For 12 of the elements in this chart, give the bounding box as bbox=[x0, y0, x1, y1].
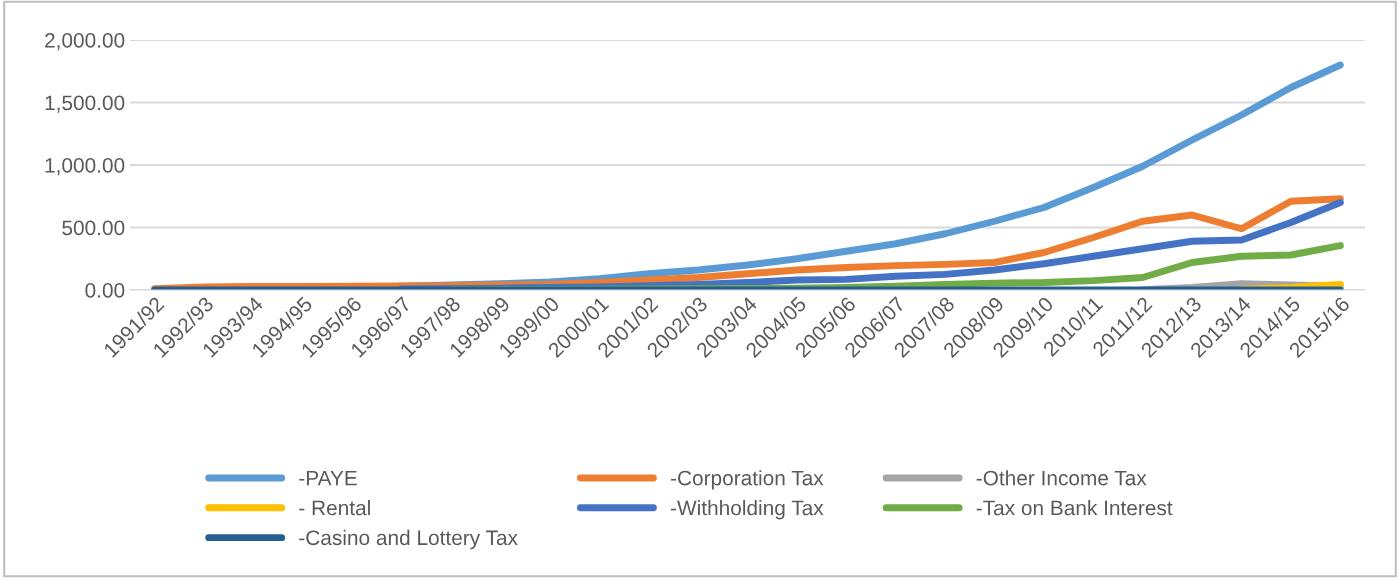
y-tick-label: 0.00 bbox=[85, 283, 125, 298]
y-tick-label: 1,500.00 bbox=[45, 95, 125, 113]
y-tick-label: 2,000.00 bbox=[45, 33, 125, 51]
legend-label: -Corporation Tax bbox=[670, 470, 824, 490]
y-tick-label: 500.00 bbox=[62, 220, 125, 236]
legend-label: -Casino and Lottery Tax bbox=[299, 529, 518, 550]
legend-label: -Other Income Tax bbox=[976, 470, 1147, 486]
legend-label: -PAYE bbox=[299, 470, 357, 486]
y-tick-label: 1,000.00 bbox=[45, 158, 125, 176]
legend-label: - Rental bbox=[299, 499, 370, 516]
legend-label: -Tax on Bank Interest bbox=[976, 499, 1173, 516]
legend-label: -Withholding Tax bbox=[670, 499, 824, 520]
